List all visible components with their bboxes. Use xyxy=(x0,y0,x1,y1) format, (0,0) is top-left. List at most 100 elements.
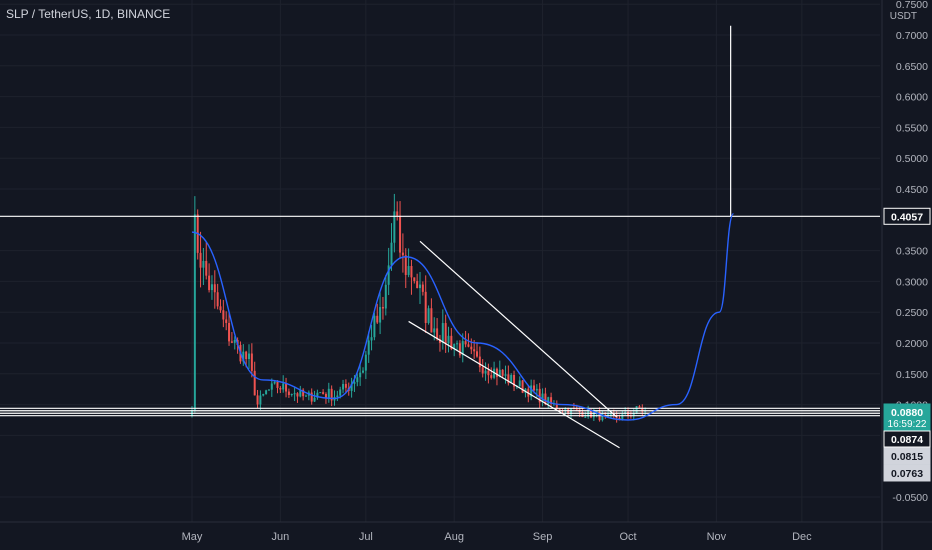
candle-down xyxy=(322,392,325,394)
candle-up xyxy=(447,335,450,344)
candle-up xyxy=(510,374,513,384)
candle-down xyxy=(618,417,621,420)
y-tick-label: 0.1500 xyxy=(896,369,928,381)
candle-down xyxy=(208,275,211,291)
candle-up xyxy=(530,385,533,397)
candle-up xyxy=(233,339,236,343)
y-tick-label: 0.4500 xyxy=(896,184,928,196)
candle-down xyxy=(230,341,233,343)
candle-down xyxy=(344,383,347,388)
candle-up xyxy=(262,394,265,396)
price-badge xyxy=(883,447,931,465)
candle-down xyxy=(550,397,553,404)
candle-down xyxy=(421,284,424,292)
candle-down xyxy=(330,388,333,401)
y-tick-label: 0.3500 xyxy=(896,246,928,258)
price-badge xyxy=(883,403,931,431)
candle-down xyxy=(533,385,535,391)
candle-up xyxy=(601,413,604,421)
candle-up xyxy=(584,416,587,418)
time-axis[interactable]: May Jun Jul Aug Sep Oct Nov Dec xyxy=(182,531,813,543)
y-tick-label: 0.6000 xyxy=(896,92,928,104)
candle-down xyxy=(213,284,216,293)
candle-up xyxy=(367,340,370,355)
candle-up xyxy=(592,412,595,418)
candle-up xyxy=(293,393,296,395)
candle-down xyxy=(487,370,490,376)
candle-down xyxy=(513,374,516,387)
candle-up xyxy=(384,284,387,309)
grid-lines xyxy=(0,0,880,522)
candle-down xyxy=(287,391,290,395)
candle-up xyxy=(299,389,302,397)
candle-up xyxy=(336,395,339,398)
candle-down xyxy=(396,211,399,216)
candle-up xyxy=(453,343,456,349)
candle-down xyxy=(481,367,484,374)
candle-down xyxy=(256,395,259,405)
candle-down xyxy=(410,265,413,278)
candle-down xyxy=(413,277,416,282)
candle-up xyxy=(282,383,285,390)
y-tick-label: 0.2500 xyxy=(896,307,928,319)
candle-up xyxy=(319,392,322,394)
candle-up xyxy=(535,388,538,391)
candle-up xyxy=(379,307,382,323)
candle-up xyxy=(484,370,487,374)
price-badge-value: 0.0815 xyxy=(891,451,923,463)
y-tick-label: -0.0500 xyxy=(892,492,928,504)
candle-up xyxy=(313,397,316,402)
x-tick-label: Aug xyxy=(444,531,464,543)
candle-up xyxy=(433,328,436,333)
candle-down xyxy=(285,383,288,392)
candle-down xyxy=(473,349,476,352)
candle-down xyxy=(279,387,282,390)
candle-down xyxy=(641,407,644,412)
candle-up xyxy=(339,389,342,396)
candle-up xyxy=(305,395,307,397)
price-badge xyxy=(883,207,931,225)
candle-down xyxy=(430,308,433,333)
symbol-title[interactable]: SLP / TetherUS, 1D, BINANCE xyxy=(6,7,171,21)
candle-up xyxy=(456,343,459,345)
candle-up xyxy=(273,381,276,384)
candle-up xyxy=(342,383,345,390)
candle-down xyxy=(490,375,493,378)
y-tick-label: 0.5500 xyxy=(896,122,928,134)
candle-up xyxy=(635,406,638,413)
candle-down xyxy=(253,370,256,396)
y-tick-label: 0.5000 xyxy=(896,153,928,165)
candle-down xyxy=(424,291,427,323)
candle-up xyxy=(356,377,359,383)
candle-up xyxy=(290,393,293,395)
candle-up xyxy=(632,412,635,417)
candle-up xyxy=(390,242,393,266)
candle-up xyxy=(407,265,410,275)
candle-up xyxy=(364,354,367,371)
candle-down xyxy=(555,403,558,409)
candle-down xyxy=(501,369,504,376)
wedge-upper-line xyxy=(419,240,618,418)
candle-down xyxy=(464,341,467,345)
candle-down xyxy=(581,412,584,418)
candle-down xyxy=(436,328,439,340)
candle-down xyxy=(225,319,228,323)
candle-up xyxy=(427,308,430,323)
x-tick-label: Jul xyxy=(359,531,373,543)
countdown-label: 16:59:22 xyxy=(888,419,927,430)
candle-down xyxy=(544,393,547,405)
y-tick-label: 0.6500 xyxy=(896,61,928,73)
candle-up xyxy=(210,284,213,291)
candle-down xyxy=(438,339,441,343)
x-tick-label: Nov xyxy=(707,531,727,543)
candle-down xyxy=(416,281,419,289)
candle-up xyxy=(393,211,396,243)
candle-up xyxy=(242,351,245,362)
candle-up xyxy=(441,323,444,343)
candle-up xyxy=(541,393,544,403)
candle-up xyxy=(265,390,268,395)
x-tick-label: Dec xyxy=(792,531,812,543)
candle-down xyxy=(450,335,453,349)
candle-down xyxy=(205,260,208,276)
